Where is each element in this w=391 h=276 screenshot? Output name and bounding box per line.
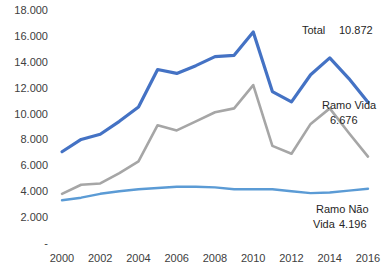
y-tick-label: 12.000 xyxy=(14,82,48,94)
x-tick-label: 2008 xyxy=(203,252,227,264)
x-tick-label: 2010 xyxy=(241,252,265,264)
series-line xyxy=(62,187,368,201)
y-tick-label: 10.000 xyxy=(14,108,48,120)
y-tick-label: 2.000 xyxy=(20,211,48,223)
x-tick-label: 2004 xyxy=(126,252,150,264)
x-tick-label: 2016 xyxy=(356,252,380,264)
y-tick-label: 6.000 xyxy=(20,159,48,171)
x-tick-label: 2002 xyxy=(88,252,112,264)
series-label: Ramo Vida xyxy=(322,99,377,111)
chart: - 2.000 4.000 6.000 8.000 10.000 12.000 14.000 1… xyxy=(0,0,391,276)
series-line xyxy=(62,32,368,152)
plot-area xyxy=(62,32,368,200)
data-label: 6.676 xyxy=(330,114,358,126)
x-tick-label: 2000 xyxy=(50,252,74,264)
series-label: Total xyxy=(302,24,325,36)
x-tick-label: 2006 xyxy=(165,252,189,264)
x-tick-label: 2012 xyxy=(279,252,303,264)
y-tick-label: - xyxy=(44,237,48,249)
y-tick-label: 16.000 xyxy=(14,30,48,42)
y-tick-label: 18.000 xyxy=(14,4,48,16)
data-label: 4.196 xyxy=(339,218,367,230)
x-tick-label: 2014 xyxy=(318,252,342,264)
y-tick-label: 8.000 xyxy=(20,133,48,145)
data-label: 10.872 xyxy=(339,24,373,36)
y-tick-label: 4.000 xyxy=(20,185,48,197)
y-tick-label: 14.000 xyxy=(14,56,48,68)
series-label: Ramo NãoVida xyxy=(313,203,369,230)
